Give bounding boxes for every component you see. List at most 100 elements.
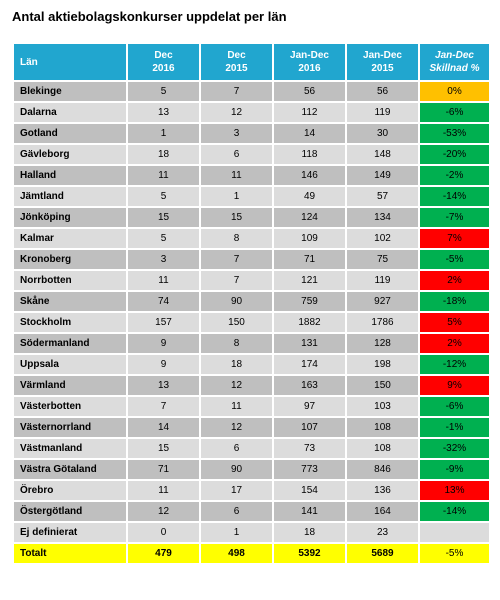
- diff-cell: -2%: [420, 166, 489, 185]
- lan-cell: Norrbotten: [14, 271, 126, 290]
- jandec-2015-cell: 149: [347, 166, 418, 185]
- dec-2015-cell: 12: [201, 418, 272, 437]
- jandec-2016-cell: 109: [274, 229, 345, 248]
- lan-cell: Södermanland: [14, 334, 126, 353]
- jandec-2015-cell: 56: [347, 82, 418, 101]
- diff-cell: -6%: [420, 397, 489, 416]
- dec-2016-cell: 7: [128, 397, 199, 416]
- table-row: Västerbotten 7 11 97 103 -6%: [14, 397, 489, 416]
- dec-2015-cell: 3: [201, 124, 272, 143]
- dec-2015-cell: 11: [201, 166, 272, 185]
- dec-2016-cell: 74: [128, 292, 199, 311]
- lan-cell: Örebro: [14, 481, 126, 500]
- dec-2016-cell: 13: [128, 103, 199, 122]
- table-row: Kronoberg 3 7 71 75 -5%: [14, 250, 489, 269]
- table-row: Södermanland 9 8 131 128 2%: [14, 334, 489, 353]
- dec-2016-cell: 5: [128, 229, 199, 248]
- diff-cell: 13%: [420, 481, 489, 500]
- jandec-2016-cell: 107: [274, 418, 345, 437]
- jandec-2016-cell: 121: [274, 271, 345, 290]
- table-row: Jämtland 5 1 49 57 -14%: [14, 187, 489, 206]
- lan-cell: Dalarna: [14, 103, 126, 122]
- jandec-2015-cell: 108: [347, 439, 418, 458]
- jandec-2015-cell: 57: [347, 187, 418, 206]
- diff-cell: [420, 523, 489, 542]
- jandec-2016-cell: 49: [274, 187, 345, 206]
- total-jandec-2015: 5689: [347, 544, 418, 563]
- jandec-2016-cell: 118: [274, 145, 345, 164]
- table-row: Jönköping 15 15 124 134 -7%: [14, 208, 489, 227]
- jandec-2016-cell: 759: [274, 292, 345, 311]
- jandec-2015-cell: 23: [347, 523, 418, 542]
- lan-cell: Östergötland: [14, 502, 126, 521]
- dec-2016-cell: 11: [128, 166, 199, 185]
- table-row: Västernorrland 14 12 107 108 -1%: [14, 418, 489, 437]
- lan-cell: Skåne: [14, 292, 126, 311]
- dec-2015-cell: 12: [201, 376, 272, 395]
- dec-2015-cell: 6: [201, 439, 272, 458]
- jandec-2016-cell: 71: [274, 250, 345, 269]
- jandec-2015-cell: 846: [347, 460, 418, 479]
- total-row: Totalt 479 498 5392 5689 -5%: [14, 544, 489, 563]
- jandec-2016-cell: 163: [274, 376, 345, 395]
- dec-2015-cell: 7: [201, 82, 272, 101]
- total-dec-2016: 479: [128, 544, 199, 563]
- jandec-2015-cell: 134: [347, 208, 418, 227]
- dec-2016-cell: 15: [128, 439, 199, 458]
- diff-cell: -32%: [420, 439, 489, 458]
- dec-2016-cell: 71: [128, 460, 199, 479]
- diff-cell: 7%: [420, 229, 489, 248]
- chart-title: Antal aktiebolagskonkurser uppdelat per …: [12, 9, 287, 24]
- jandec-2015-cell: 108: [347, 418, 418, 437]
- dec-2016-cell: 5: [128, 187, 199, 206]
- jandec-2015-cell: 164: [347, 502, 418, 521]
- table-row: Norrbotten 11 7 121 119 2%: [14, 271, 489, 290]
- lan-cell: Jämtland: [14, 187, 126, 206]
- dec-2015-cell: 18: [201, 355, 272, 374]
- dec-2015-cell: 17: [201, 481, 272, 500]
- dec-2015-cell: 11: [201, 397, 272, 416]
- jandec-2016-cell: 141: [274, 502, 345, 521]
- lan-cell: Västernorrland: [14, 418, 126, 437]
- diff-cell: 0%: [420, 82, 489, 101]
- dec-2015-cell: 150: [201, 313, 272, 332]
- table-row: Gävleborg 18 6 118 148 -20%: [14, 145, 489, 164]
- diff-cell: -1%: [420, 418, 489, 437]
- diff-cell: -53%: [420, 124, 489, 143]
- table-row: Östergötland 12 6 141 164 -14%: [14, 502, 489, 521]
- jandec-2016-cell: 773: [274, 460, 345, 479]
- dec-2015-cell: 1: [201, 187, 272, 206]
- dec-2016-cell: 0: [128, 523, 199, 542]
- lan-cell: Värmland: [14, 376, 126, 395]
- lan-cell: Blekinge: [14, 82, 126, 101]
- diff-cell: 5%: [420, 313, 489, 332]
- diff-cell: -14%: [420, 502, 489, 521]
- jandec-2016-cell: 154: [274, 481, 345, 500]
- jandec-2016-cell: 14: [274, 124, 345, 143]
- table-row: Skåne 74 90 759 927 -18%: [14, 292, 489, 311]
- dec-2016-cell: 5: [128, 82, 199, 101]
- dec-2016-cell: 18: [128, 145, 199, 164]
- jandec-2016-cell: 73: [274, 439, 345, 458]
- dec-2015-cell: 1: [201, 523, 272, 542]
- lan-cell: Ej definierat: [14, 523, 126, 542]
- table-row: Örebro 11 17 154 136 13%: [14, 481, 489, 500]
- dec-2015-cell: 8: [201, 334, 272, 353]
- jandec-2015-cell: 75: [347, 250, 418, 269]
- table-row: Västmanland 15 6 73 108 -32%: [14, 439, 489, 458]
- jandec-2015-cell: 102: [347, 229, 418, 248]
- dec-2016-cell: 12: [128, 502, 199, 521]
- dec-2015-cell: 7: [201, 271, 272, 290]
- dec-2016-cell: 157: [128, 313, 199, 332]
- dec-2016-cell: 1: [128, 124, 199, 143]
- table-header-row: Län Dec 2016 Dec 2015 Jan-Dec 2016 Jan-Dec 2…: [14, 44, 489, 80]
- header-dec-2016: Dec 2016: [128, 44, 199, 80]
- diff-cell: -14%: [420, 187, 489, 206]
- diff-cell: -5%: [420, 250, 489, 269]
- jandec-2015-cell: 128: [347, 334, 418, 353]
- table-row: Gotland 1 3 14 30 -53%: [14, 124, 489, 143]
- table-row: Dalarna 13 12 112 119 -6%: [14, 103, 489, 122]
- jandec-2015-cell: 198: [347, 355, 418, 374]
- jandec-2016-cell: 56: [274, 82, 345, 101]
